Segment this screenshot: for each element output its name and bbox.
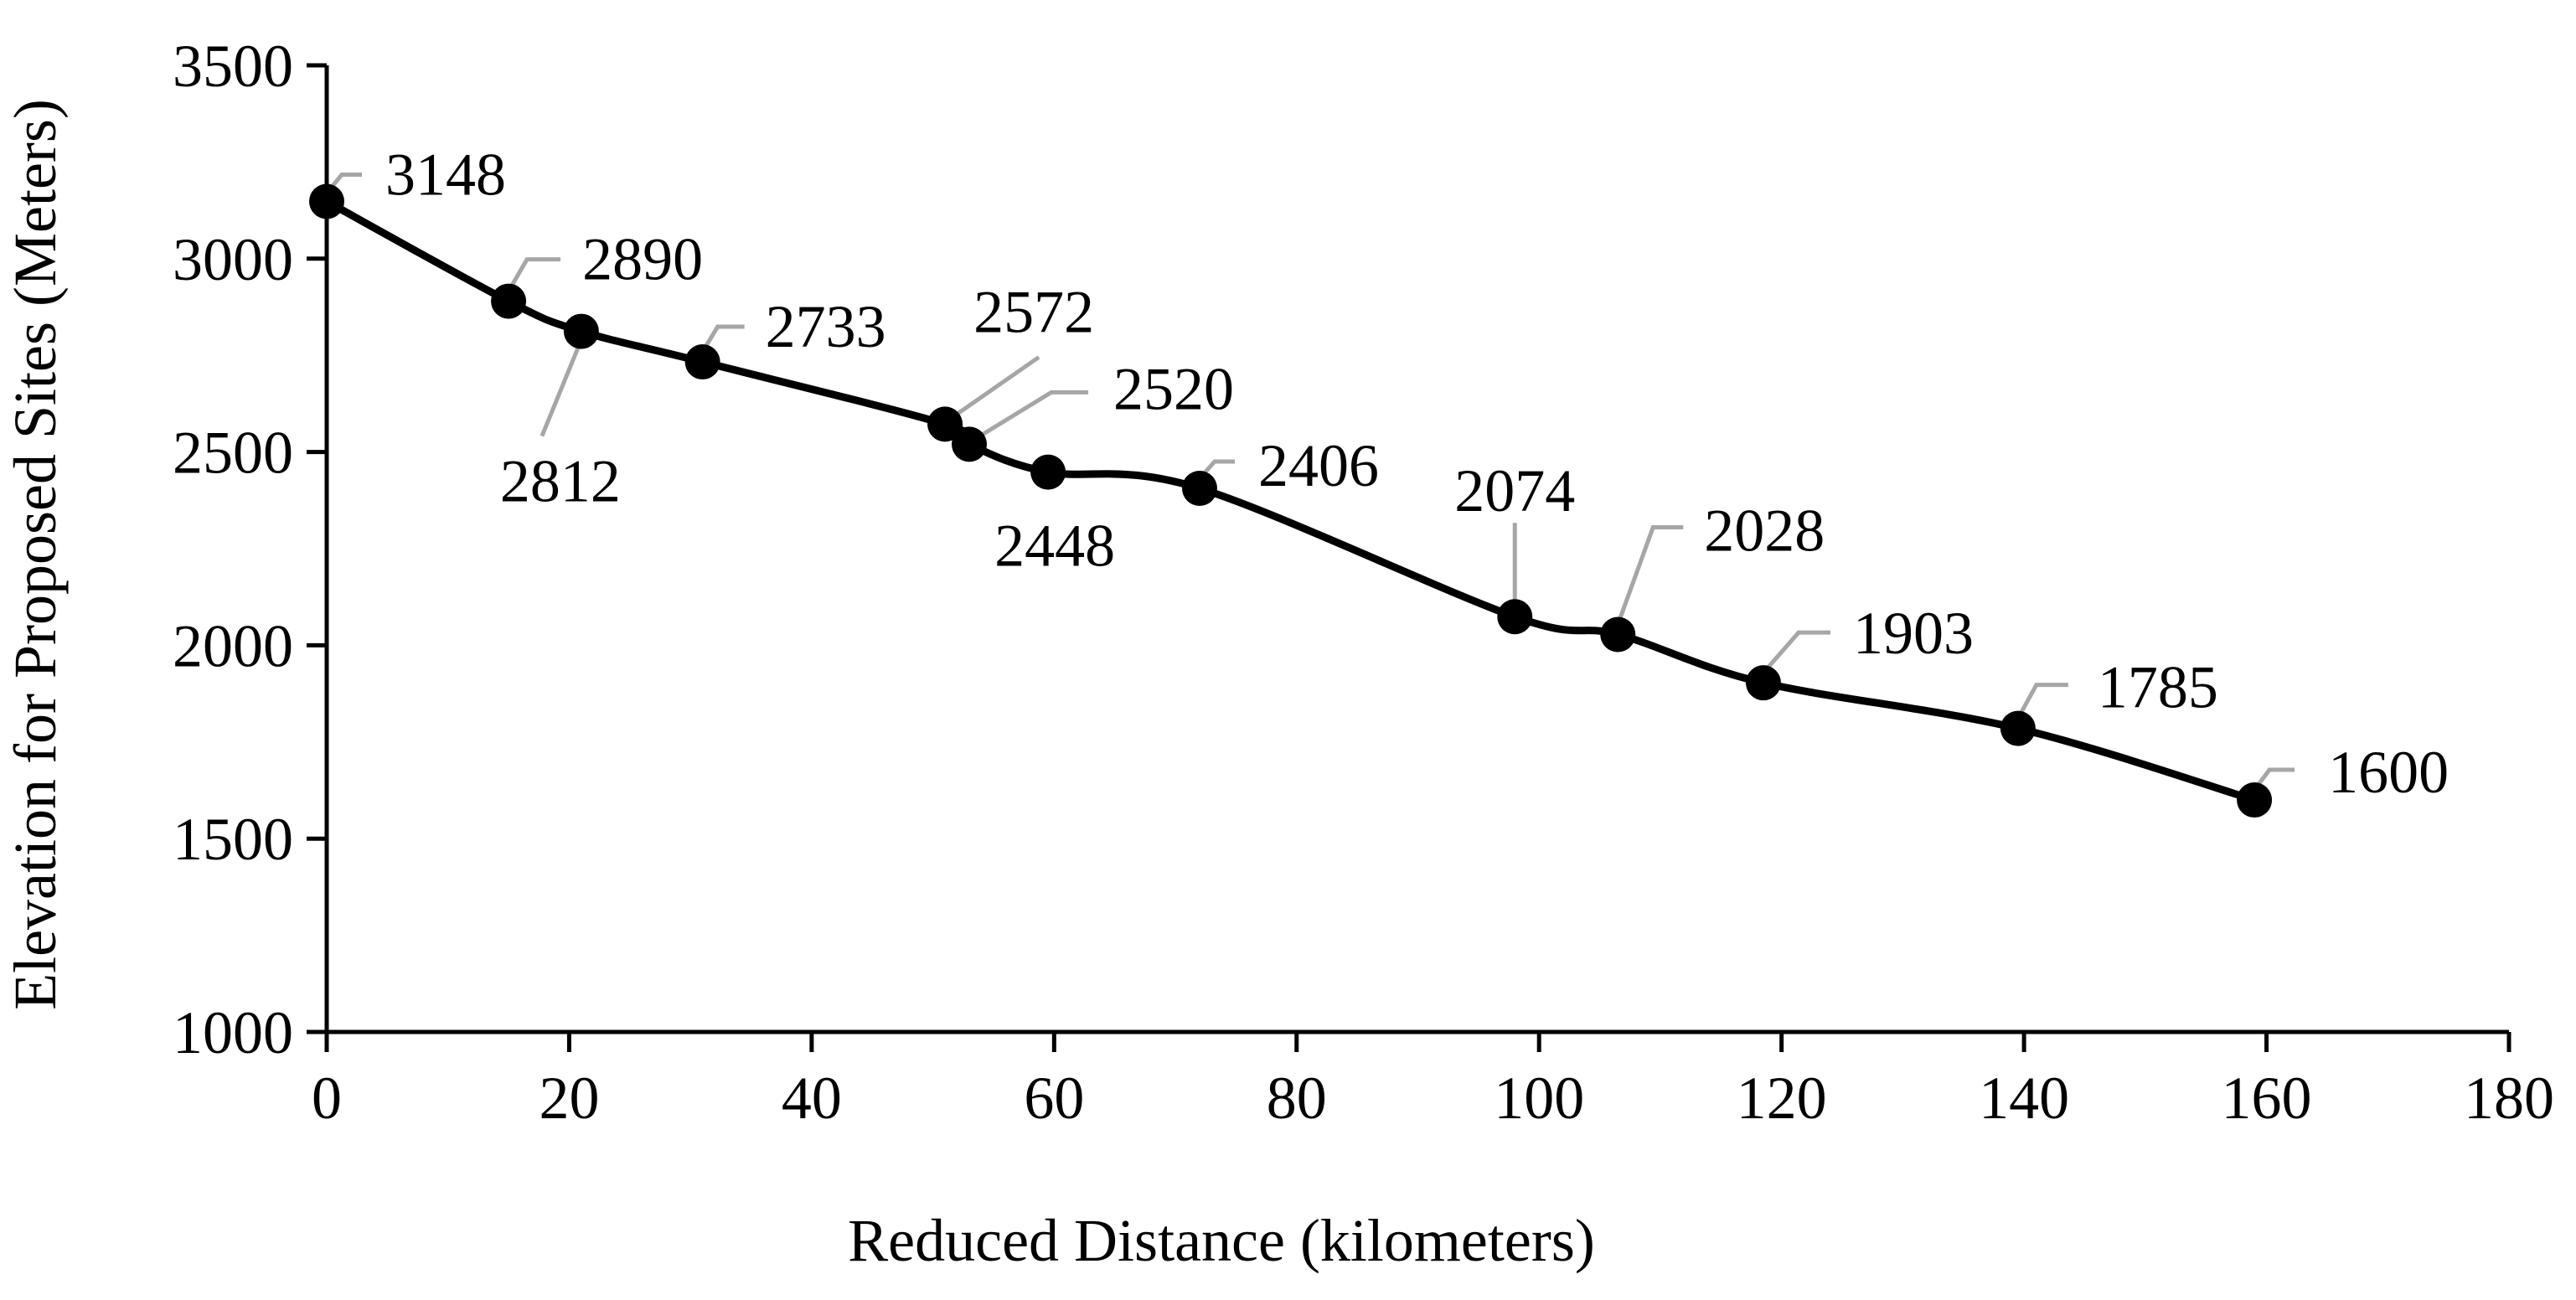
data-point — [1745, 665, 1781, 701]
data-point — [2000, 710, 2036, 746]
x-tick-label: 160 — [2222, 1065, 2312, 1132]
x-tick-label: 100 — [1494, 1065, 1584, 1132]
data-markers — [309, 183, 2273, 818]
y-tick-label: 1500 — [173, 806, 293, 873]
y-tick-label: 2000 — [173, 612, 293, 679]
data-point — [309, 183, 344, 219]
axes: 1000 1500 2000 2500 3000 3500 0 20 40 60 80 100 120 1… — [173, 33, 2554, 1132]
data-label: 1600 — [2328, 739, 2449, 806]
data-label: 2074 — [1454, 457, 1575, 524]
x-tick-label: 140 — [1979, 1065, 2069, 1132]
data-point — [1182, 470, 1217, 506]
x-tick-label: 60 — [1024, 1065, 1084, 1132]
data-point — [1497, 599, 1533, 635]
y-tick-label: 3500 — [173, 33, 293, 100]
data-label: 2733 — [766, 293, 886, 360]
y-axis-title: Elevation for Proposed Sites (Meters) — [2, 99, 69, 1010]
data-labels: 3148 2890 2812 2733 2572 2520 2448 2406 2074 2028… — [385, 141, 2449, 806]
data-label: 1903 — [1853, 600, 1974, 667]
y-tick-label: 3000 — [173, 226, 293, 293]
data-label: 2028 — [1704, 497, 1825, 564]
data-label-leader — [968, 389, 1089, 445]
data-point — [491, 283, 527, 319]
data-label: 2890 — [582, 226, 703, 293]
data-point — [952, 426, 988, 462]
data-label-leader — [539, 338, 584, 437]
data-label: 2812 — [500, 448, 621, 515]
data-label-leader — [1762, 630, 1830, 674]
x-tick-label: 0 — [312, 1065, 342, 1132]
y-tick-label: 2500 — [173, 420, 293, 487]
data-label-leaders — [325, 172, 2295, 792]
x-tick-label: 40 — [782, 1065, 842, 1132]
y-tick-label: 1000 — [173, 999, 293, 1066]
data-label-leader — [943, 355, 1040, 425]
x-tick-label: 180 — [2464, 1065, 2554, 1132]
data-label: 2520 — [1113, 355, 1234, 422]
data-label-leader — [1615, 524, 1684, 626]
x-tick-label: 120 — [1737, 1065, 1827, 1132]
data-point — [1600, 616, 1636, 653]
data-label: 1785 — [2098, 654, 2218, 721]
x-axis-title: Reduced Distance (kilometers) — [848, 1207, 1595, 1274]
data-label-leader — [506, 257, 561, 292]
data-point — [927, 406, 963, 442]
x-tick-label: 20 — [539, 1065, 599, 1132]
data-label: 2448 — [994, 513, 1115, 580]
data-label: 3148 — [385, 141, 506, 208]
data-label-leader — [700, 324, 745, 353]
data-point — [563, 313, 599, 349]
x-tick-label: 80 — [1267, 1065, 1327, 1132]
data-label-leader — [2016, 683, 2068, 720]
data-label: 2572 — [973, 278, 1094, 345]
data-point — [2237, 782, 2273, 818]
data-point — [684, 344, 720, 380]
data-point — [1030, 454, 1066, 490]
data-label: 2406 — [1258, 432, 1379, 499]
